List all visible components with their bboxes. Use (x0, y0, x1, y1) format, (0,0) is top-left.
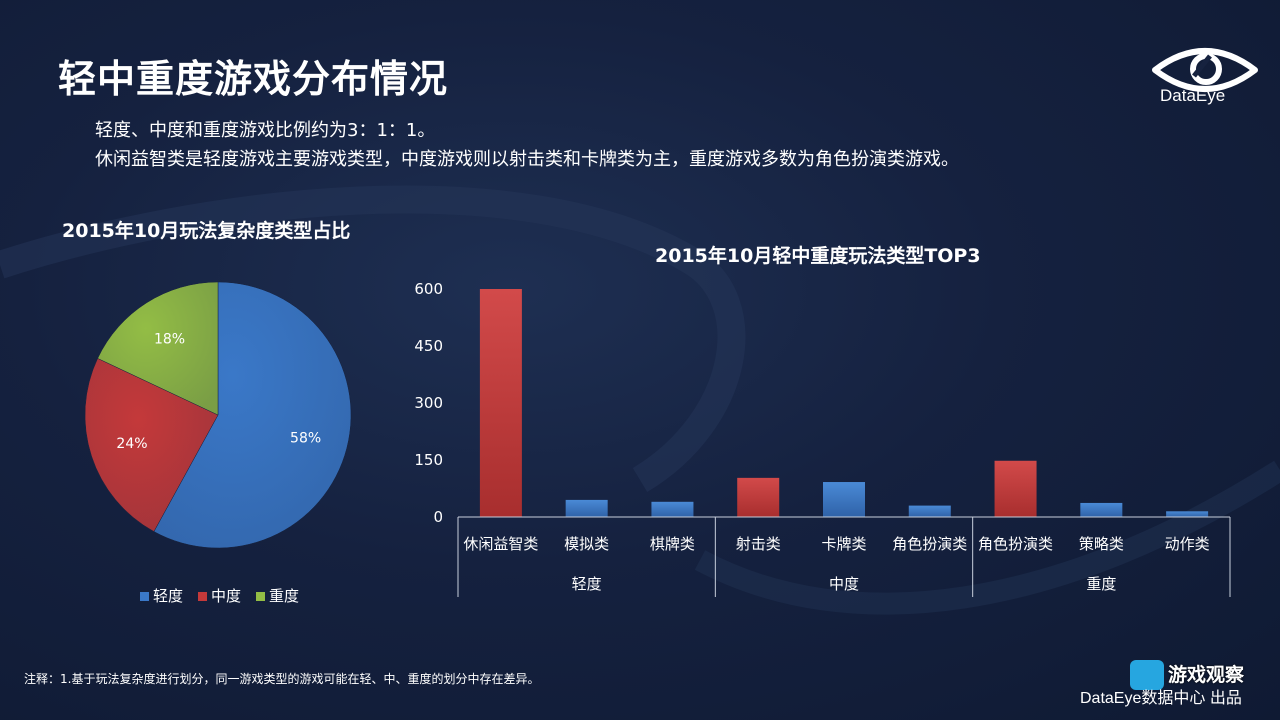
bar-chart-title: 2015年10月轻中重度玩法类型TOP3 (655, 245, 981, 267)
watermark-text: 游戏观察 (1168, 664, 1245, 686)
pie-label-重度: 18% (154, 332, 185, 348)
x-category-label: 角色扮演类 (892, 535, 967, 553)
pie-slice-中度 (84, 358, 219, 532)
bar-角色扮演类 (994, 460, 1037, 517)
legend-swatch-轻度 (140, 592, 149, 601)
x-category-label: 射击类 (736, 535, 781, 553)
y-tick-label: 150 (414, 451, 443, 469)
group-label-重度: 重度 (1086, 575, 1116, 593)
legend-label-中度: 中度 (211, 587, 241, 605)
legend-swatch-中度 (198, 592, 207, 601)
bar-chart: 0 150 300 450 600 休闲益智类 模拟类 棋牌类 射击类 卡牌类 角色扮演类 角色扮演类… (414, 280, 1231, 597)
x-category-label: 模拟类 (564, 535, 609, 553)
x-category-label: 棋牌类 (650, 535, 695, 553)
y-tick-label: 450 (414, 337, 443, 355)
pie-chart-title: 2015年10月玩法复杂度类型占比 (62, 220, 351, 242)
bar-角色扮演类 (908, 505, 951, 517)
group-label-轻度: 轻度 (572, 575, 602, 593)
intro-line-2: 休闲益智类是轻度游戏主要游戏类型，中度游戏则以射击类和卡牌类为主，重度游戏多数为… (95, 149, 959, 170)
bar-休闲益智类 (479, 289, 522, 517)
page-title: 轻中重度游戏分布情况 (58, 57, 449, 101)
footnote: 注释：1.基于玩法复杂度进行划分，同一游戏类型的游戏可能在轻、中、重度的划分中存… (24, 672, 540, 686)
y-tick-label: 600 (414, 280, 443, 298)
intro-text: 轻度、中度和重度游戏比例约为3：1：1。 休闲益智类是轻度游戏主要游戏类型，中度… (95, 116, 959, 174)
x-category-label: 休闲益智类 (463, 535, 538, 553)
y-tick-label: 0 (433, 508, 443, 526)
pie-slice-轻度 (153, 281, 352, 549)
watermark: 游戏观察 (1130, 658, 1265, 694)
pie-slice-重度 (97, 281, 219, 416)
bar-动作类 (1166, 511, 1209, 517)
x-category-label: 动作类 (1165, 535, 1210, 553)
pie-label-轻度: 58% (290, 430, 321, 446)
legend-label-轻度: 轻度 (153, 587, 183, 605)
pie-chart: 58% 24% 18% 轻度 中度 重度 (84, 281, 352, 605)
y-tick-label: 300 (414, 394, 443, 412)
bar-卡牌类 (823, 482, 865, 517)
x-category-label: 角色扮演类 (978, 535, 1053, 553)
x-category-label: 策略类 (1079, 535, 1124, 553)
intro-line-1: 轻度、中度和重度游戏比例约为3：1：1。 (95, 120, 436, 141)
watermark-badge-icon (1130, 660, 1164, 690)
group-label-中度: 中度 (829, 575, 859, 593)
pie-label-中度: 24% (116, 436, 147, 452)
x-category-label: 卡牌类 (821, 535, 866, 553)
bar-射击类 (737, 477, 780, 517)
legend-swatch-重度 (256, 592, 265, 601)
bar-模拟类 (565, 499, 608, 517)
bar-棋牌类 (651, 501, 694, 517)
dataeye-eye-logo (1152, 48, 1258, 92)
footer-brand: DataEye数据中心 出品 (1080, 690, 1242, 707)
legend-label-重度: 重度 (269, 587, 299, 605)
bar-策略类 (1080, 502, 1123, 517)
logo-text: DataEye (1160, 86, 1226, 105)
